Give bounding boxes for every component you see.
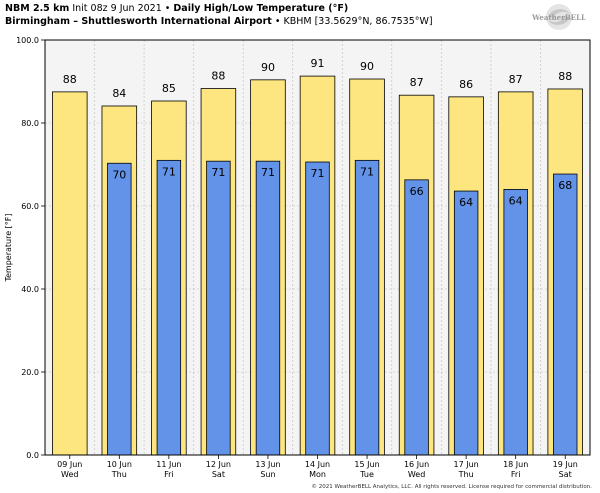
x-tick-date: 12 Jun [206, 460, 231, 469]
low-temp-bar [305, 161, 330, 456]
x-tick-date: 13 Jun [255, 460, 280, 469]
x-tick-day: Fri [511, 470, 521, 479]
day-group-11-jun: 85 71 [151, 82, 187, 456]
day-group-09-jun: 88 [52, 73, 88, 456]
day-group-14-jun: 91 71 [299, 57, 336, 456]
day-group-18-jun: 87 64 [497, 73, 534, 456]
high-temp-label: 88 [63, 73, 77, 86]
x-tick-day: Fri [164, 470, 174, 479]
plot-frame [44, 39, 591, 456]
low-temp-bar [107, 162, 132, 456]
x-tick-date: 15 Jun [354, 460, 379, 469]
x-tick-date: 09 Jun [57, 460, 82, 469]
day-group-19-jun: 88 68 [547, 70, 583, 456]
low-temp-bar [453, 190, 479, 456]
x-tick-date: 18 Jun [503, 460, 528, 469]
y-axis-label: Temperature [°F] [4, 213, 13, 282]
station-name: Birmingham – Shuttlesworth International… [5, 16, 272, 27]
y-tick-label: 20.0 [21, 368, 39, 377]
low-temp-label: 71 [261, 166, 275, 179]
high-temp-label: 88 [558, 70, 572, 83]
day-group-15-jun: 90 71 [349, 60, 385, 456]
bullet-separator-2: • [274, 16, 281, 27]
day-group-16-jun: 87 66 [398, 76, 435, 456]
y-tick-label: 100.0 [16, 36, 39, 45]
high-temp-label: 85 [162, 82, 176, 95]
x-tick-day: Sun [260, 470, 275, 479]
x-tick-day: Sat [559, 470, 572, 479]
x-tick-date: 10 Jun [107, 460, 132, 469]
day-group-13-jun: 90 71 [250, 61, 286, 456]
low-temp-bar [404, 179, 429, 456]
low-temp-label: 71 [162, 165, 176, 178]
high-temp-label: 90 [360, 60, 374, 73]
low-temp-label: 64 [509, 194, 523, 207]
x-tick-day: Thu [458, 470, 474, 479]
y-tick-label: 0.0 [26, 451, 39, 460]
weatherbell-swirl-logo-icon [546, 4, 572, 30]
day-group-10-jun: 84 70 [101, 87, 138, 456]
x-tick-date: 19 Jun [553, 460, 578, 469]
low-temp-label: 68 [558, 179, 572, 192]
high-temp-label: 91 [311, 57, 325, 70]
high-temp-label: 86 [459, 78, 473, 91]
weatherbell-logo: WeatherBELL [531, 4, 586, 30]
day-group-12-jun: 88 71 [200, 70, 237, 456]
header-line-1: NBM 2.5 km Init 08z 9 Jun 2021 • Daily H… [5, 3, 348, 14]
x-tick-day: Mon [309, 470, 326, 479]
model-name: NBM 2.5 km [5, 3, 70, 14]
x-tick-date: 16 Jun [404, 460, 429, 469]
copyright-credit: © 2021 WeatherBELL Analytics, LLC. All r… [311, 484, 592, 490]
low-temp-label: 71 [211, 166, 225, 179]
low-temp-bar [553, 173, 578, 456]
low-temp-label: 66 [410, 185, 424, 198]
low-temp-bar [206, 160, 231, 456]
high-temp-label: 90 [261, 61, 275, 74]
x-tick-day: Thu [111, 470, 127, 479]
y-tick-label: 80.0 [21, 119, 39, 128]
low-temp-label: 71 [360, 165, 374, 178]
logo-wordmark: WeatherBELL [531, 13, 586, 22]
init-time: Init 08z 9 Jun 2021 [72, 3, 162, 14]
header-line-2: Birmingham – Shuttlesworth International… [5, 16, 433, 27]
y-tick-label: 60.0 [21, 202, 39, 211]
high-temp-label: 84 [112, 87, 126, 100]
product-title: Daily High/Low Temperature (°F) [173, 3, 349, 14]
day-group-17-jun: 86 64 [448, 78, 484, 456]
x-tick-day: Tue [359, 470, 374, 479]
low-temp-bar [255, 160, 281, 456]
x-tick-date: 14 Jun [305, 460, 330, 469]
high-temp-label: 87 [410, 76, 424, 89]
high-temp-label: 87 [509, 73, 523, 86]
low-temp-bar [156, 159, 182, 456]
station-info: KBHM [33.5629°N, 86.7535°W] [283, 16, 433, 27]
bullet-separator: • [164, 3, 171, 14]
low-temp-label: 70 [112, 168, 126, 181]
high-temp-bar [52, 91, 88, 456]
x-tick-day: Sat [212, 470, 225, 479]
x-tick-date: 17 Jun [454, 460, 479, 469]
high-temp-label: 88 [211, 70, 225, 83]
x-tick-day: Wed [61, 470, 78, 479]
low-temp-bar [503, 188, 528, 456]
low-temp-label: 71 [311, 167, 325, 180]
low-temp-bar [354, 159, 380, 456]
y-tick-label: 40.0 [21, 285, 39, 294]
low-temp-label: 64 [459, 196, 473, 209]
x-tick-date: 11 Jun [156, 460, 181, 469]
x-tick-day: Wed [408, 470, 425, 479]
